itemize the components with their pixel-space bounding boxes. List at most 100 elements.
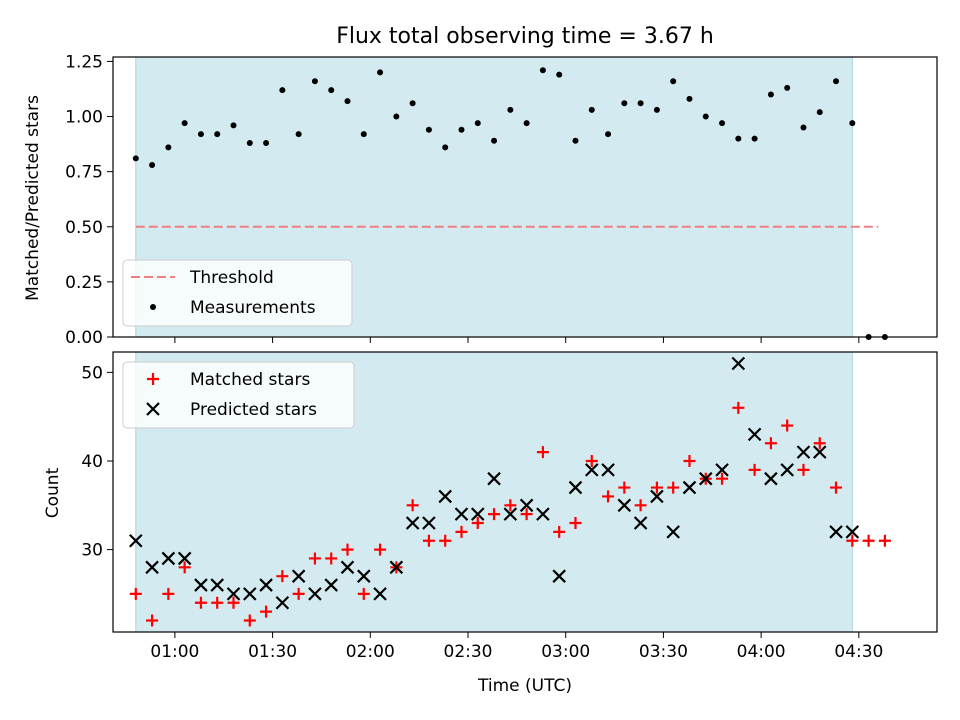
measurement-point [735,135,742,142]
predicted-star-marker [422,516,436,530]
predicted-star-marker [145,560,159,575]
matched-star-marker [781,419,794,432]
matched-star-marker [422,534,435,547]
matched-star-marker [650,481,663,494]
legend-box [122,361,355,429]
legend-measurement-swatch [150,304,156,310]
matched-star-marker [260,605,273,618]
predicted-star-marker [470,507,485,521]
predicted-star-marker [487,471,501,486]
predicted-star-marker [552,569,566,583]
matched-star-marker [830,481,843,494]
matched-star-marker [520,508,533,521]
matched-star-marker [618,481,631,494]
predicted-star-marker [617,498,632,513]
measurement-point [751,135,758,142]
matched-star-marker [764,437,777,450]
predicted-star-marker [161,551,176,566]
matched-star-marker [488,508,501,521]
predicted-star-marker [666,525,680,539]
measurement-point [263,139,270,146]
y-tick-label: 0.75 [65,163,103,183]
predicted-star-marker [519,498,534,513]
matched-star-marker [129,587,142,600]
predicted-star-marker [308,587,322,601]
matched-star-marker [227,596,240,609]
matched-star-marker [536,446,549,459]
measurement-point [328,87,335,94]
legend-label: Predicted stars [190,400,317,420]
legend-label: Measurements [190,298,316,318]
measurement-point [800,124,807,131]
predicted-star-marker [503,507,518,521]
measurement-point [849,120,856,127]
predicted-star-marker [698,471,713,486]
x-tick-label: 02:00 [346,642,395,662]
matched-star-marker [471,517,484,530]
predicted-star-marker [438,489,452,504]
measurement-point [588,106,595,113]
matched-star-marker [162,587,175,600]
measurement-point [165,144,172,151]
measurement-point [360,131,367,138]
measurement-point [670,78,677,85]
predicted-star-marker [584,463,599,477]
matched-star-marker [813,437,826,450]
matched-star-marker [634,499,647,512]
matched-star-marker [243,614,256,627]
measurement-point [311,78,318,85]
matched-star-marker [341,543,354,556]
measurement-point [539,67,546,74]
top-panel: 0.00 0.25 0.50 0.75 1.00 1.25 Threshold Measure… [65,52,938,348]
x-tick-label: 04:00 [737,642,786,662]
matched-star-marker [732,401,745,414]
matched-star-marker [683,454,696,467]
measurement-point [719,120,726,127]
matched-star-marker [716,472,729,485]
matched-star-marker [878,534,891,547]
chart-title: Flux total observing time = 3.67 h [336,24,714,49]
measurement-point [393,113,400,120]
matched-star-marker [308,552,321,565]
measurement-point [605,131,612,138]
top-y-axis-label: Matched/Predicted stars [23,95,43,301]
measurement-point [767,91,774,98]
measurement-point [425,126,432,133]
matched-star-marker [455,525,468,538]
measurement-point [833,78,840,85]
predicted-star-marker [243,587,257,601]
predicted-star-marker [568,480,583,495]
matched-star-marker [553,525,566,538]
measurement-point [377,69,384,76]
predicted-star-marker [291,569,306,583]
measurement-point [230,122,237,129]
measurement-point [197,131,204,138]
measurement-point [295,131,302,138]
measurement-point [344,98,351,105]
measurement-point [507,106,514,113]
measurement-point [442,144,449,151]
matched-star-marker [211,596,224,609]
legend-label: Threshold [189,268,274,288]
predicted-star-marker [210,578,224,592]
predicted-star-marker [389,560,404,575]
predicted-star-marker [796,445,811,459]
matched-star-marker [846,534,859,547]
bottom-panel: 30 40 50 01:00 01:30 02:00 02:30 03:00 03:30 04:0… [81,351,938,662]
predicted-star-marker [259,578,273,592]
y-tick-label: 0.00 [65,328,103,348]
y-tick-label: 1.00 [65,108,103,128]
measurement-point [653,106,660,113]
predicted-star-marker [536,507,550,521]
matched-star-marker [602,490,615,503]
matched-star-marker [325,552,338,565]
measurement-point [556,71,563,78]
y-tick-label: 50 [81,363,103,383]
x-axis-label: Time (UTC) [477,676,572,696]
matched-star-marker [439,534,452,547]
matched-star-marker [862,534,875,547]
matched-star-marker [504,499,517,512]
y-tick-label: 40 [81,452,103,472]
matched-star-marker [406,499,419,512]
predicted-star-marker [601,463,615,477]
